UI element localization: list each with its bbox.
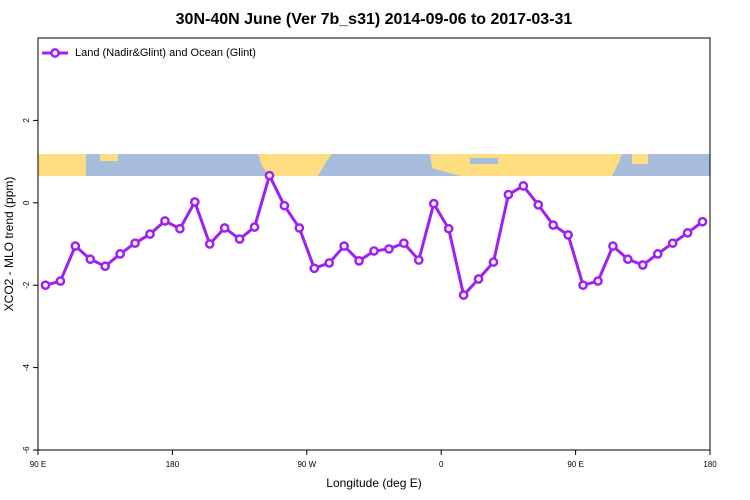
- data-point: [219, 223, 230, 233]
- data-point: [682, 228, 693, 238]
- series-line: [45, 171, 704, 299]
- land: [632, 154, 648, 164]
- data-point: [458, 290, 469, 300]
- data-point: [533, 200, 544, 210]
- data-point: [324, 258, 335, 268]
- data-point: [339, 241, 349, 251]
- data-point: [294, 223, 305, 233]
- data-point: [473, 274, 484, 284]
- data-point: [578, 280, 588, 291]
- y-tick-label: 0: [22, 200, 31, 205]
- x-tick-label: 180: [703, 460, 717, 469]
- data-point: [488, 257, 499, 267]
- data-point: [503, 189, 514, 200]
- data-point: [623, 254, 633, 265]
- data-point: [563, 230, 573, 240]
- data-point: [100, 261, 111, 272]
- land: [38, 154, 86, 176]
- data-point: [145, 229, 155, 239]
- data-point: [369, 246, 379, 256]
- x-tick-label: 180: [166, 460, 180, 469]
- data-point: [70, 241, 81, 251]
- data-point: [279, 200, 290, 211]
- chart-title: 30N-40N June (Ver 7b_s31) 2014-09-06 to …: [176, 11, 573, 28]
- map-strip: [38, 154, 710, 176]
- y-tick-label: -6: [22, 446, 31, 454]
- x-tick-label: 90 E: [30, 460, 46, 469]
- plot-frame: [37, 37, 711, 451]
- y-tick-label: -2: [22, 281, 31, 289]
- data-point: [697, 216, 708, 227]
- x-tick-label: 90 W: [297, 460, 316, 469]
- data-point: [249, 222, 260, 232]
- data-point: [175, 223, 185, 234]
- legend-marker: [50, 48, 60, 58]
- data-point: [443, 223, 454, 234]
- data-point: [384, 244, 394, 254]
- y-tick-label: -4: [22, 363, 31, 371]
- land: [100, 154, 118, 161]
- data-point: [667, 238, 678, 249]
- data-point: [593, 276, 603, 286]
- data-point: [637, 260, 648, 270]
- data-point: [130, 238, 140, 249]
- land: [258, 154, 332, 176]
- data-point: [608, 241, 618, 251]
- data-point: [160, 216, 170, 226]
- data-point: [354, 256, 364, 266]
- x-tick-label: 90 E: [567, 460, 583, 469]
- data-point: [55, 276, 66, 286]
- data-point: [264, 170, 275, 181]
- data-point: [85, 254, 96, 265]
- data-point: [309, 263, 320, 274]
- x-tick-label: 0: [439, 460, 444, 469]
- data-point: [399, 238, 409, 249]
- y-axis-label: XCO2 - MLO trend (ppm): [2, 177, 16, 312]
- data-point: [518, 181, 529, 191]
- data-point: [115, 249, 125, 259]
- data-point: [413, 255, 424, 265]
- data-point: [234, 234, 245, 244]
- land: [430, 154, 622, 176]
- data-point: [189, 197, 200, 207]
- legend-label: Land (Nadir&Glint) and Ocean (Glint): [75, 47, 256, 59]
- data-point: [428, 198, 439, 209]
- data-point: [548, 220, 559, 230]
- data-point: [40, 280, 51, 291]
- ocean: [470, 158, 498, 164]
- y-tick-label: 2: [22, 118, 31, 123]
- data-point: [204, 239, 215, 249]
- x-axis-label: Longitude (deg E): [326, 476, 421, 490]
- data-point: [652, 249, 663, 259]
